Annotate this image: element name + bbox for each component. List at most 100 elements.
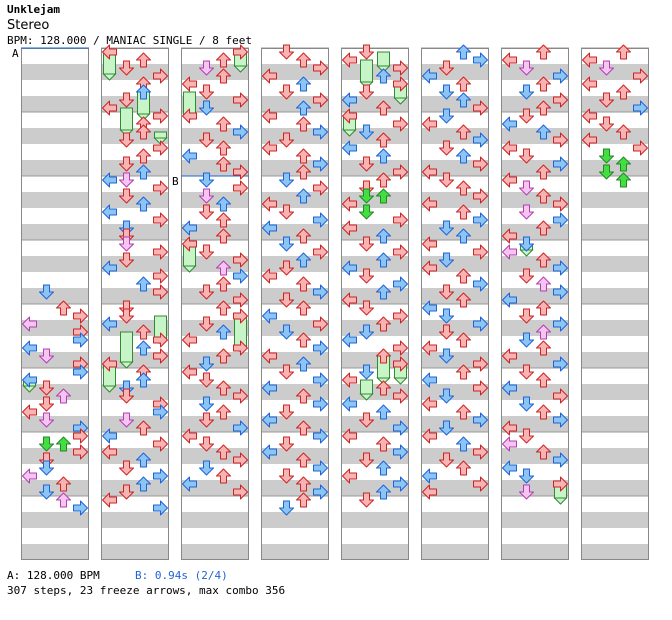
up-arrow-icon — [456, 148, 471, 164]
right-arrow-icon — [153, 244, 168, 260]
beat-stripe — [341, 192, 409, 208]
up-arrow-icon — [456, 364, 471, 380]
beat-stripe — [101, 480, 169, 496]
up-arrow-icon — [56, 300, 71, 316]
beat-stripe — [421, 384, 489, 400]
column-5-frame — [341, 48, 409, 560]
down-arrow-icon — [519, 484, 534, 500]
left-arrow-icon — [22, 372, 37, 388]
beat-stripe — [21, 512, 89, 528]
left-arrow-icon — [342, 52, 357, 68]
freeze-arrow-body — [377, 51, 390, 67]
down-arrow-icon — [439, 108, 454, 124]
beat-stripe — [261, 448, 329, 464]
freeze-arrow-body — [120, 107, 133, 131]
left-arrow-icon — [422, 116, 437, 132]
left-arrow-icon — [582, 52, 597, 68]
up-arrow-icon — [296, 252, 311, 268]
right-arrow-icon — [233, 340, 248, 356]
right-arrow-icon — [73, 428, 88, 444]
left-arrow-icon — [582, 108, 597, 124]
left-arrow-icon — [342, 292, 357, 308]
up-arrow-icon — [376, 188, 391, 204]
down-arrow-icon — [359, 412, 374, 428]
left-arrow-icon — [342, 108, 357, 124]
right-arrow-icon — [553, 452, 568, 468]
freeze-arrow-body — [360, 379, 373, 395]
freeze-arrow-body — [360, 59, 373, 83]
beat-stripe — [101, 544, 169, 560]
right-arrow-icon — [233, 388, 248, 404]
up-arrow-icon — [376, 348, 391, 364]
beat-stripe — [101, 384, 169, 400]
down-arrow-icon — [519, 468, 534, 484]
down-arrow-icon — [359, 156, 374, 172]
up-arrow-icon — [296, 356, 311, 372]
beat-stripe — [421, 224, 489, 240]
beat-stripe — [101, 320, 169, 336]
left-arrow-icon — [422, 68, 437, 84]
up-arrow-icon — [216, 380, 231, 396]
up-arrow-icon — [376, 68, 391, 84]
up-arrow-icon — [216, 140, 231, 156]
beat-stripe — [421, 448, 489, 464]
up-arrow-icon — [136, 196, 151, 212]
up-arrow-icon — [216, 212, 231, 228]
right-arrow-icon — [393, 476, 408, 492]
down-arrow-icon — [439, 60, 454, 76]
up-arrow-icon — [216, 68, 231, 84]
beat-stripe — [421, 192, 489, 208]
right-arrow-icon — [313, 396, 328, 412]
down-arrow-icon — [279, 500, 294, 516]
left-arrow-icon — [502, 380, 517, 396]
down-arrow-icon — [359, 364, 374, 380]
beat-stripe — [101, 352, 169, 368]
right-arrow-icon — [473, 444, 488, 460]
left-arrow-icon — [502, 228, 517, 244]
left-arrow-icon — [422, 260, 437, 276]
down-arrow-icon — [439, 252, 454, 268]
left-arrow-icon — [182, 476, 197, 492]
up-arrow-icon — [296, 420, 311, 436]
left-arrow-icon — [262, 268, 277, 284]
right-arrow-icon — [473, 212, 488, 228]
down-arrow-icon — [119, 188, 134, 204]
up-arrow-icon — [216, 324, 231, 340]
down-arrow-icon — [519, 180, 534, 196]
up-arrow-icon — [216, 444, 231, 460]
beat-stripe — [501, 192, 569, 208]
beat-stripe — [101, 160, 169, 176]
beat-stripe — [341, 256, 409, 272]
up-arrow-icon — [376, 252, 391, 268]
beat-stripe — [101, 288, 169, 304]
up-arrow-icon — [536, 324, 551, 340]
up-arrow-icon — [296, 300, 311, 316]
down-arrow-icon — [439, 324, 454, 340]
beat-stripe — [421, 352, 489, 368]
right-arrow-icon — [553, 388, 568, 404]
down-arrow-icon — [439, 84, 454, 100]
beat-stripe — [261, 64, 329, 80]
up-arrow-icon — [216, 196, 231, 212]
up-arrow-icon — [136, 276, 151, 292]
beat-stripe — [581, 64, 649, 80]
right-arrow-icon — [313, 212, 328, 228]
up-arrow-icon — [376, 436, 391, 452]
right-arrow-icon — [473, 316, 488, 332]
right-arrow-icon — [473, 100, 488, 116]
down-arrow-icon — [519, 268, 534, 284]
up-arrow-icon — [536, 276, 551, 292]
right-arrow-icon — [473, 356, 488, 372]
beat-stripe — [501, 480, 569, 496]
artist-name: Unklejam — [7, 3, 60, 16]
up-arrow-icon — [296, 52, 311, 68]
down-arrow-icon — [599, 92, 614, 108]
right-arrow-icon — [473, 244, 488, 260]
up-arrow-icon — [296, 492, 311, 508]
left-arrow-icon — [582, 132, 597, 148]
up-arrow-icon — [616, 124, 631, 140]
beat-stripe — [421, 416, 489, 432]
beat-stripe — [501, 448, 569, 464]
right-arrow-icon — [553, 316, 568, 332]
down-arrow-icon — [199, 460, 214, 476]
